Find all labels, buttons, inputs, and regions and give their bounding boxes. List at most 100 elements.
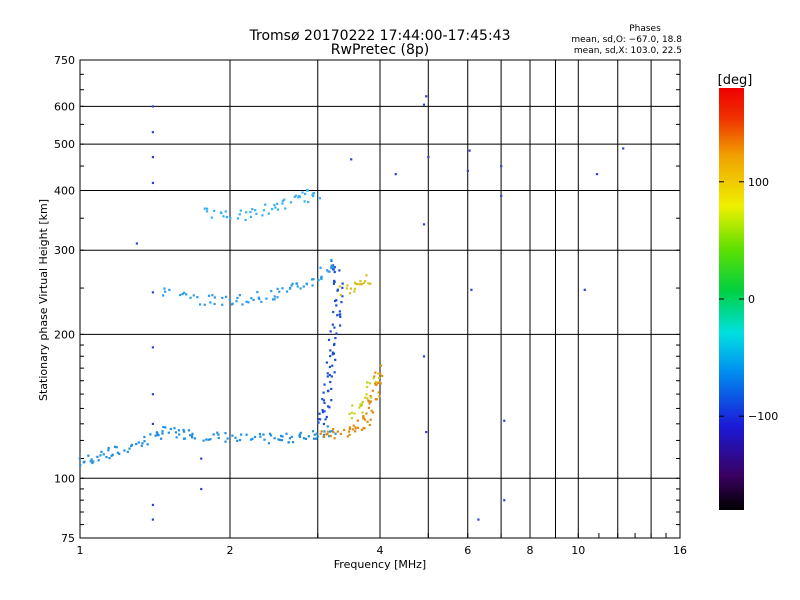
data-point bbox=[113, 445, 117, 448]
data-point bbox=[360, 428, 364, 431]
data-point bbox=[360, 283, 363, 286]
data-point bbox=[181, 292, 184, 296]
data-point bbox=[156, 433, 159, 436]
data-point bbox=[229, 217, 232, 220]
data-point bbox=[179, 293, 182, 297]
data-point bbox=[238, 294, 242, 297]
data-point bbox=[307, 435, 310, 438]
data-point bbox=[322, 399, 325, 402]
data-point bbox=[200, 487, 203, 491]
y-tick-label: 100 bbox=[54, 472, 75, 485]
data-point bbox=[359, 403, 362, 406]
data-point bbox=[278, 438, 282, 442]
data-point bbox=[353, 290, 356, 293]
data-point bbox=[298, 195, 302, 198]
data-point bbox=[198, 303, 202, 306]
data-point bbox=[283, 198, 286, 201]
data-point bbox=[182, 428, 185, 432]
data-point bbox=[316, 435, 319, 438]
data-point bbox=[299, 431, 302, 435]
data-point bbox=[369, 394, 372, 398]
data-point bbox=[249, 215, 253, 218]
y-tick-label: 300 bbox=[54, 244, 75, 257]
data-point bbox=[348, 412, 351, 416]
data-point bbox=[279, 434, 283, 437]
data-point bbox=[277, 438, 280, 441]
x-tick-label: 6 bbox=[464, 544, 471, 557]
data-point bbox=[332, 310, 335, 314]
data-point bbox=[161, 430, 164, 433]
data-point bbox=[302, 285, 305, 288]
data-point bbox=[245, 211, 248, 214]
data-point bbox=[285, 432, 288, 435]
data-point bbox=[224, 295, 228, 298]
data-point bbox=[367, 406, 370, 409]
data-point bbox=[92, 460, 95, 463]
data-point bbox=[330, 264, 333, 267]
data-point bbox=[149, 433, 152, 436]
data-point bbox=[196, 296, 199, 299]
data-point bbox=[205, 207, 209, 210]
data-point bbox=[326, 430, 330, 433]
data-point bbox=[289, 201, 293, 204]
data-point bbox=[116, 451, 120, 454]
data-point bbox=[96, 455, 99, 458]
data-point bbox=[332, 282, 335, 285]
y-tick-label: 400 bbox=[54, 184, 75, 197]
data-point bbox=[290, 435, 293, 438]
data-point bbox=[258, 297, 261, 301]
data-point bbox=[336, 314, 339, 317]
data-point bbox=[317, 279, 320, 282]
data-point bbox=[323, 383, 326, 386]
data-point bbox=[378, 395, 381, 398]
data-point bbox=[219, 211, 223, 214]
data-point bbox=[281, 287, 284, 290]
data-point bbox=[102, 453, 105, 456]
data-point bbox=[338, 310, 341, 313]
data-point bbox=[91, 461, 94, 465]
colorbar-ticks: 100 0 −100 bbox=[719, 176, 778, 423]
data-point bbox=[207, 438, 210, 441]
data-point bbox=[321, 408, 324, 412]
data-point bbox=[325, 415, 328, 419]
data-point bbox=[294, 194, 297, 197]
data-point bbox=[374, 371, 377, 374]
data-point bbox=[262, 433, 265, 436]
data-point bbox=[303, 192, 307, 196]
data-point bbox=[358, 406, 361, 409]
data-point bbox=[379, 372, 382, 375]
data-point bbox=[321, 397, 324, 401]
data-point bbox=[312, 192, 316, 195]
data-point bbox=[115, 446, 118, 449]
data-point bbox=[356, 426, 360, 429]
data-point bbox=[167, 431, 170, 434]
data-point bbox=[162, 425, 165, 429]
data-point bbox=[262, 209, 265, 212]
data-point bbox=[224, 440, 227, 443]
x-tick-label: 8 bbox=[527, 544, 534, 557]
data-point bbox=[335, 304, 338, 307]
data-point bbox=[236, 296, 239, 300]
data-point bbox=[341, 282, 344, 285]
data-point bbox=[340, 301, 343, 304]
data-point bbox=[468, 149, 471, 152]
data-point bbox=[143, 440, 146, 443]
data-point bbox=[175, 436, 178, 439]
data-point bbox=[258, 432, 261, 436]
data-point bbox=[269, 434, 273, 437]
phases-o-stats: mean, sd,O: −67.0, 18.8 bbox=[571, 35, 682, 45]
x-tick-label: 10 bbox=[571, 544, 585, 557]
data-point bbox=[231, 434, 234, 437]
data-point bbox=[354, 430, 357, 433]
data-point bbox=[500, 194, 503, 197]
data-point bbox=[259, 435, 262, 438]
data-point bbox=[295, 282, 299, 285]
data-point bbox=[254, 209, 257, 212]
data-point bbox=[140, 444, 143, 447]
data-point bbox=[331, 364, 334, 367]
data-point bbox=[422, 223, 426, 226]
data-point bbox=[583, 288, 586, 291]
data-point bbox=[323, 430, 326, 433]
data-point bbox=[225, 216, 228, 219]
colorbar-tick-label: 0 bbox=[748, 293, 755, 306]
